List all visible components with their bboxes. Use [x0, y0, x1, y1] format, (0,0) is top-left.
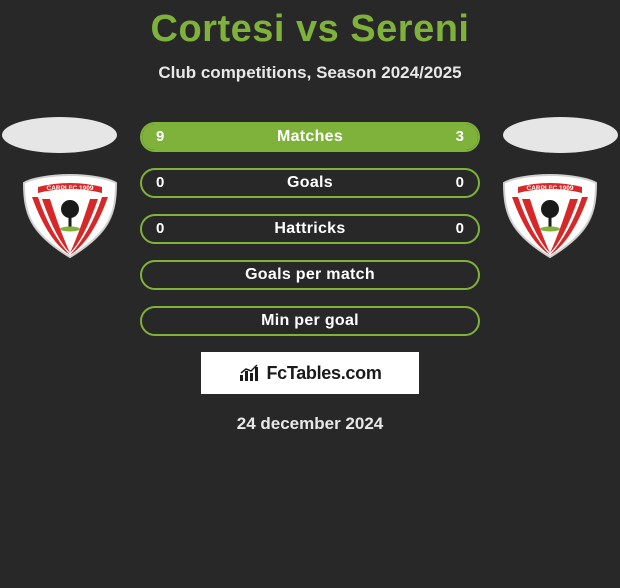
player-left-photo: [2, 117, 117, 153]
stats-bars: 93Matches 00Goals 00Hattricks Goals per mat…: [140, 117, 480, 336]
stat-label: Matches: [142, 124, 478, 150]
page-title: Cortesi vs Sereni: [0, 8, 620, 51]
stat-row: Min per goal: [140, 306, 480, 336]
brand-box: FcTables.com: [201, 352, 419, 394]
svg-text:CARPI FC 1909: CARPI FC 1909: [527, 185, 574, 192]
club-badge-right: CARPI FC 1909: [500, 173, 600, 259]
page-subtitle: Club competitions, Season 2024/2025: [0, 63, 620, 83]
chart-icon: [238, 363, 262, 383]
svg-text:CARPI FC 1909: CARPI FC 1909: [47, 185, 94, 192]
stat-label: Goals: [142, 170, 478, 196]
stat-label: Min per goal: [142, 308, 478, 334]
stat-row: Goals per match: [140, 260, 480, 290]
stat-row: 93Matches: [140, 122, 480, 152]
stat-label: Hattricks: [142, 216, 478, 242]
footer-date: 24 december 2024: [0, 414, 620, 434]
brand-text: FcTables.com: [266, 363, 381, 384]
player-right-photo: [503, 117, 618, 153]
comparison-panel: CARPI FC 1909 CARPI FC 1909 93Matches 00G…: [0, 117, 620, 434]
stat-row: 00Goals: [140, 168, 480, 198]
stat-label: Goals per match: [142, 262, 478, 288]
club-badge-left: CARPI FC 1909: [20, 173, 120, 259]
stat-row: 00Hattricks: [140, 214, 480, 244]
